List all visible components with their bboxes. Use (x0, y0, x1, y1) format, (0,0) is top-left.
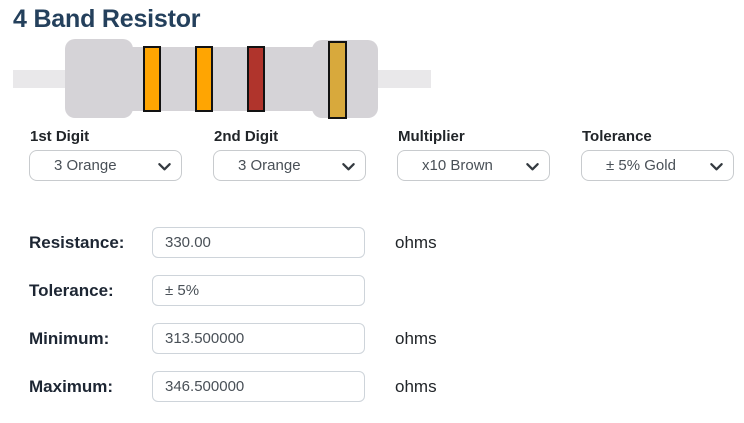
chevron-down-icon (526, 162, 539, 170)
first-digit-select[interactable]: 3 Orange (29, 150, 182, 181)
minimum-row: Minimum: ohms (29, 323, 437, 354)
band-multiplier (247, 46, 265, 112)
results-section: Resistance: ohms Tolerance: Minimum: ohm… (29, 227, 437, 419)
page-title: 4 Band Resistor (13, 5, 201, 33)
tolerance-label: Tolerance (582, 128, 652, 145)
maximum-input[interactable] (152, 371, 365, 402)
resistance-row: Resistance: ohms (29, 227, 437, 258)
minimum-unit: ohms (395, 328, 437, 348)
second-digit-column: 2nd Digit 3 Orange (213, 127, 366, 181)
first-digit-selected-value: 3 Orange (54, 157, 117, 174)
tolerance-result-label: Tolerance: (29, 280, 114, 300)
tolerance-column: Tolerance ± 5% Gold (581, 127, 734, 181)
first-digit-label: 1st Digit (30, 128, 90, 145)
band-selectors: 1st Digit 3 Orange 2nd Digit 3 Orange Mu… (29, 127, 734, 181)
maximum-unit: ohms (395, 376, 437, 396)
second-digit-label: 2nd Digit (214, 128, 279, 145)
chevron-down-icon (710, 162, 723, 170)
resistor-graphic (0, 35, 744, 125)
band-1st-digit (143, 46, 161, 112)
resistance-label: Resistance: (29, 232, 125, 252)
second-digit-select[interactable]: 3 Orange (213, 150, 366, 181)
tolerance-selected-value: ± 5% Gold (606, 157, 676, 174)
resistance-unit: ohms (395, 232, 437, 252)
chevron-down-icon (158, 162, 171, 170)
tolerance-input[interactable] (152, 275, 365, 306)
maximum-label: Maximum: (29, 376, 114, 396)
band-tolerance (328, 41, 347, 119)
maximum-row: Maximum: ohms (29, 371, 437, 402)
second-digit-selected-value: 3 Orange (238, 157, 301, 174)
multiplier-select[interactable]: x10 Brown (397, 150, 550, 181)
minimum-label: Minimum: (29, 328, 110, 348)
multiplier-column: Multiplier x10 Brown (397, 127, 550, 181)
minimum-input[interactable] (152, 323, 365, 354)
chevron-down-icon (342, 162, 355, 170)
tolerance-select[interactable]: ± 5% Gold (581, 150, 734, 181)
first-digit-column: 1st Digit 3 Orange (29, 127, 182, 181)
resistor-body-left-cap (65, 39, 133, 118)
multiplier-selected-value: x10 Brown (422, 157, 493, 174)
resistance-input[interactable] (152, 227, 365, 258)
band-2nd-digit (195, 46, 213, 112)
tolerance-row: Tolerance: (29, 275, 437, 306)
multiplier-label: Multiplier (398, 128, 465, 145)
